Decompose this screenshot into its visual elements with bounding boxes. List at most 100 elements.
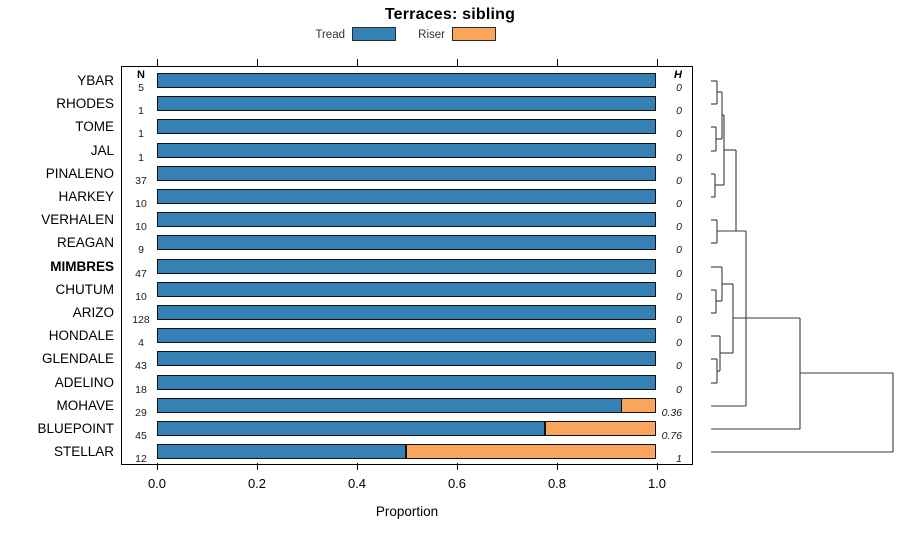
bar-glendale: [157, 351, 657, 367]
row-label-chutum: CHUTUM: [55, 281, 115, 297]
h-value: 0: [676, 105, 682, 118]
bar-stellar: [157, 444, 657, 460]
row-label-mimbres: MIMBRES: [50, 258, 114, 274]
h-value: 0: [676, 221, 682, 234]
n-value: 37: [135, 174, 147, 187]
row-label-stellar: STELLAR: [53, 444, 114, 460]
bar-ybar: [157, 73, 657, 89]
n-value: 29: [135, 406, 147, 419]
h-value: 0: [676, 314, 682, 326]
n-value: 1: [138, 128, 144, 141]
x-tick-label: 1.0: [647, 476, 667, 491]
x-tick-label: 0.2: [247, 476, 267, 491]
row-label-bluepoint: BLUEPOINT: [37, 421, 114, 436]
x-axis-title: Proportion: [375, 504, 439, 519]
x-tick-bottom: [257, 463, 259, 470]
bar-segment-riser: [405, 444, 656, 460]
h-value: 0: [676, 244, 682, 257]
bar-segment-tread: [157, 73, 656, 88]
bar-harkey: [157, 189, 657, 205]
n-value: 1: [138, 105, 144, 118]
bar-chutum: [157, 281, 657, 298]
bar-segment-tread: [157, 142, 656, 158]
bar-segment-tread: [157, 305, 656, 320]
x-tick-bottom: [457, 463, 459, 470]
bar-mimbres: [157, 258, 657, 275]
n-value: 10: [135, 221, 147, 234]
bar-hondale: [157, 328, 657, 344]
h-value: 0: [676, 290, 682, 303]
n-value: 45: [135, 430, 147, 442]
bar-segment-tread: [157, 258, 656, 274]
x-tick-top: [657, 59, 659, 66]
bar-mohave: [157, 397, 657, 414]
bar-arizo: [157, 305, 657, 321]
h-value: 1: [676, 453, 682, 466]
x-tick-bottom: [357, 463, 359, 470]
x-tick-top: [557, 59, 559, 66]
n-value: 18: [135, 383, 147, 396]
row-label-tome: TOME: [75, 119, 114, 135]
x-tick-label: 0.4: [347, 476, 367, 491]
bar-bluepoint: [157, 421, 657, 437]
bar-segment-tread: [157, 235, 656, 251]
bar-segment-tread: [157, 374, 656, 390]
bar-reagan: [157, 235, 657, 251]
x-tick-label: 0.0: [147, 476, 167, 491]
bar-segment-tread: [157, 189, 656, 204]
row-label-arizo: ARIZO: [72, 305, 114, 320]
row-label-verhalen: VERHALEN: [41, 212, 114, 228]
x-tick-top: [457, 59, 459, 66]
bar-adelino: [157, 374, 657, 391]
x-tick-bottom: [657, 463, 659, 470]
n-value: 12: [135, 453, 147, 466]
row-label-harkey: HARKEY: [58, 189, 114, 204]
h-value: 0: [676, 151, 682, 164]
n-value: 9: [138, 244, 144, 257]
bar-segment-tread: [157, 96, 656, 112]
h-value: 0.76: [661, 430, 682, 442]
n-value: 10: [135, 198, 147, 210]
x-tick-label: 0.8: [547, 476, 567, 491]
n-value: 4: [138, 337, 144, 350]
bar-segment-tread: [157, 212, 656, 228]
legend-label-riser: Riser: [418, 29, 445, 41]
x-tick-bottom: [557, 463, 559, 470]
row-label-ybar: YBAR: [77, 73, 114, 88]
n-value: 43: [135, 360, 147, 373]
h-value: 0: [676, 360, 682, 373]
h-value: 0: [676, 174, 682, 187]
x-tick-label: 0.6: [447, 476, 467, 491]
n-column-header: N: [137, 69, 145, 81]
legend-label-tread: Tread: [315, 29, 345, 41]
row-label-glendale: GLENDALE: [41, 351, 114, 367]
bar-segment-tread: [157, 165, 656, 181]
row-label-rhodes: RHODES: [56, 96, 114, 112]
h-value: 0: [676, 128, 682, 141]
h-column-header: H: [674, 69, 682, 81]
n-value: 47: [135, 267, 147, 280]
row-label-reagan: REAGAN: [56, 235, 114, 251]
bar-segment-tread: [157, 119, 656, 135]
x-tick-bottom: [157, 463, 159, 470]
x-tick-top: [157, 59, 159, 66]
bar-verhalen: [157, 212, 657, 228]
n-value: 1: [138, 151, 144, 164]
plot-area-border: [121, 66, 693, 465]
legend-swatch-riser-icon: [452, 27, 496, 41]
row-label-mohave: MOHAVE: [56, 397, 114, 413]
row-label-hondale: HONDALE: [48, 328, 114, 344]
bar-segment-tread: [157, 328, 656, 344]
plot-title: Terraces: sibling: [384, 6, 516, 23]
row-label-pinaleno: PINALENO: [45, 165, 114, 181]
bar-jal: [157, 142, 657, 159]
bar-segment-riser: [544, 421, 656, 436]
x-tick-top: [257, 59, 259, 66]
n-value: 128: [132, 314, 150, 326]
bar-rhodes: [157, 96, 657, 112]
h-value: 0: [676, 383, 682, 396]
x-tick-top: [357, 59, 359, 66]
bar-segment-riser: [621, 397, 656, 413]
